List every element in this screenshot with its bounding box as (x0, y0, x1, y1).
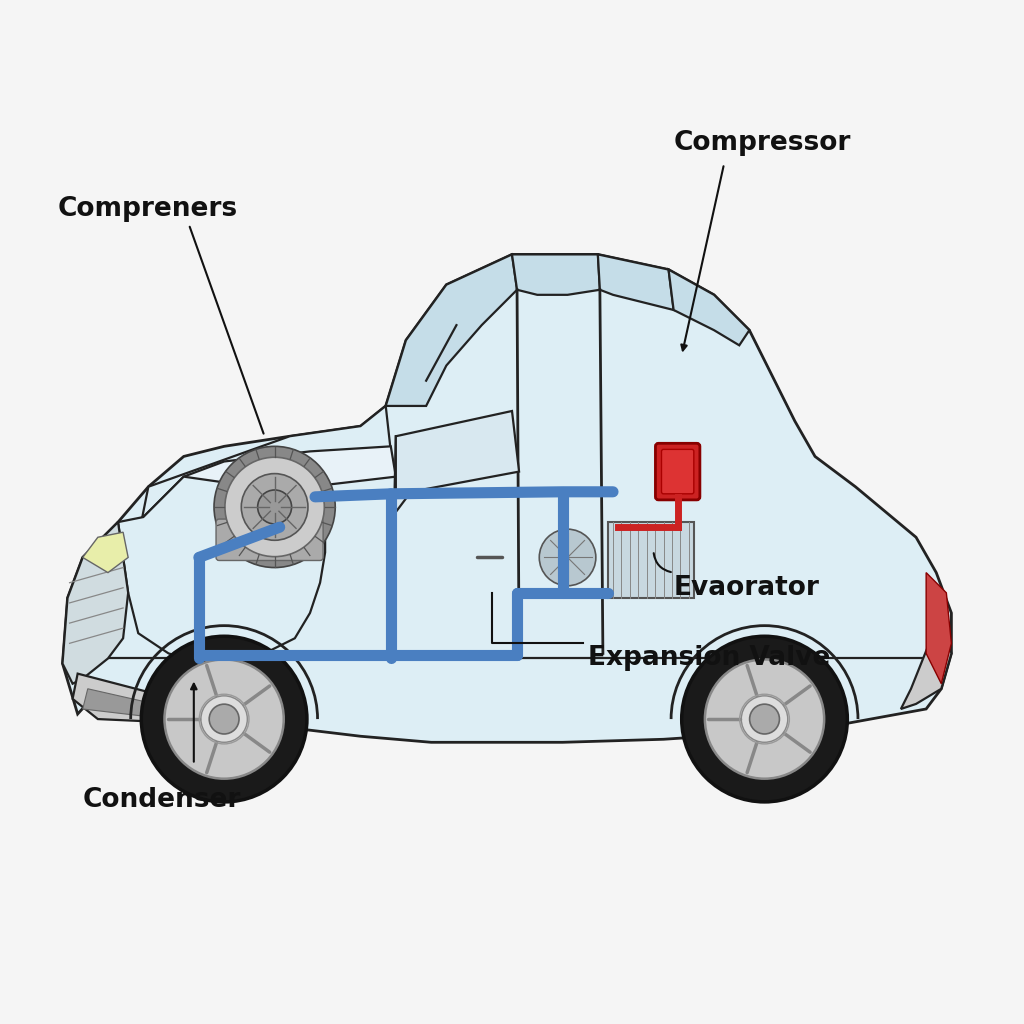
Polygon shape (118, 476, 326, 664)
Circle shape (750, 705, 779, 734)
Text: Compreners: Compreners (57, 196, 238, 222)
Polygon shape (396, 411, 519, 512)
Polygon shape (669, 269, 750, 345)
Circle shape (165, 659, 284, 778)
Polygon shape (83, 532, 128, 572)
Polygon shape (598, 254, 674, 310)
Polygon shape (138, 406, 391, 538)
Circle shape (141, 636, 307, 802)
Circle shape (258, 489, 292, 524)
Circle shape (705, 659, 824, 778)
Circle shape (540, 529, 596, 586)
FancyBboxPatch shape (608, 522, 694, 598)
Circle shape (225, 458, 325, 557)
Polygon shape (62, 254, 951, 742)
Circle shape (682, 636, 847, 802)
Polygon shape (512, 254, 600, 295)
Polygon shape (926, 572, 951, 684)
Circle shape (201, 696, 248, 742)
FancyBboxPatch shape (216, 519, 324, 560)
Polygon shape (83, 689, 169, 719)
Polygon shape (73, 674, 209, 724)
Text: Evaorator: Evaorator (674, 574, 819, 601)
Polygon shape (108, 446, 396, 572)
Polygon shape (901, 633, 951, 709)
Text: Compressor: Compressor (674, 130, 851, 157)
Text: Condenser: Condenser (83, 786, 241, 813)
Circle shape (242, 474, 308, 541)
Circle shape (209, 705, 239, 734)
Polygon shape (386, 254, 517, 406)
FancyBboxPatch shape (655, 443, 699, 500)
Polygon shape (62, 522, 128, 684)
Text: Expansion Valve: Expansion Valve (588, 645, 830, 672)
Circle shape (741, 696, 787, 742)
FancyBboxPatch shape (662, 450, 694, 494)
Circle shape (214, 446, 335, 567)
